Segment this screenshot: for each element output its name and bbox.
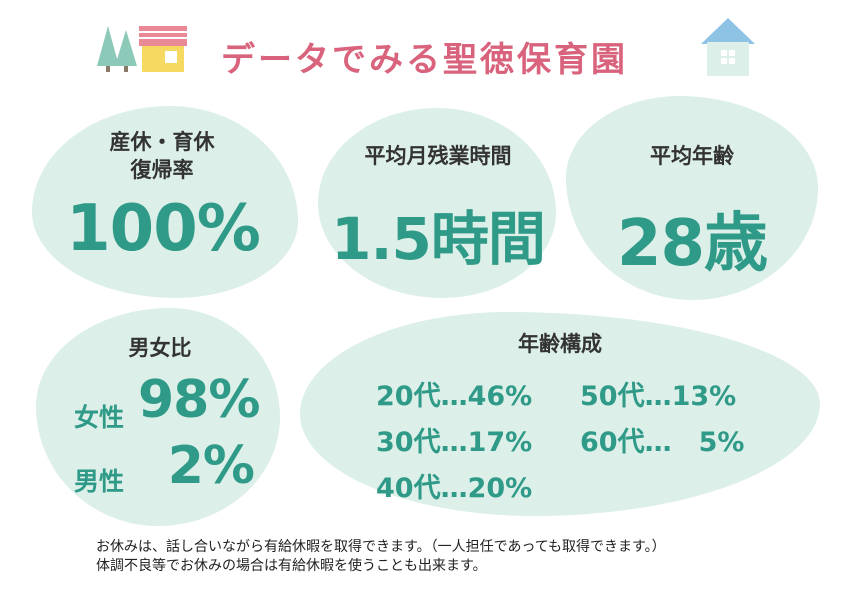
age-group-item: 30代…17% xyxy=(376,427,533,458)
leave-stat-card xyxy=(32,106,298,298)
age-value: 28歳 xyxy=(616,207,768,281)
female-value: 98% xyxy=(138,370,260,430)
age-label: 平均年齢 xyxy=(650,144,734,168)
age-group-item: 40代…20% xyxy=(376,473,533,504)
gender-ratio-card xyxy=(36,308,280,526)
male-label: 男性 xyxy=(74,467,125,496)
leave-label: 産休・育休 復帰率 xyxy=(109,130,215,182)
house-outline-icon xyxy=(701,18,755,76)
overtime-value: 1.5時間 xyxy=(331,205,546,273)
overtime-label: 平均月残業時間 xyxy=(364,144,512,168)
female-label: 女性 xyxy=(74,403,125,432)
age-group-item: 20代…46% xyxy=(376,381,533,412)
age-groups-label: 年齢構成 xyxy=(518,332,602,356)
age-group-item: 60代… 5% xyxy=(580,427,745,458)
age-stat-card xyxy=(566,96,818,300)
house-icon xyxy=(139,26,187,72)
gender-label: 男女比 xyxy=(128,336,192,360)
male-value: 2% xyxy=(167,436,255,496)
page-title: データでみる聖徳保育園 xyxy=(221,40,628,80)
overtime-stat-card xyxy=(318,108,556,298)
age-groups-card xyxy=(300,312,820,516)
age-group-item: 50代…13% xyxy=(580,381,737,412)
trees-icon xyxy=(97,26,137,72)
footnote: お休みは、話し合いながら有給休暇を取得できます。（一人担任であっても取得できます… xyxy=(96,538,666,576)
footnote-line: 体調不良等でお休みの場合は有給休暇を使うことも出来ます。 xyxy=(96,558,487,574)
leave-value: 100% xyxy=(66,192,261,266)
footnote-line: お休みは、話し合いながら有給休暇を取得できます。（一人担任であっても取得できます… xyxy=(96,539,666,555)
